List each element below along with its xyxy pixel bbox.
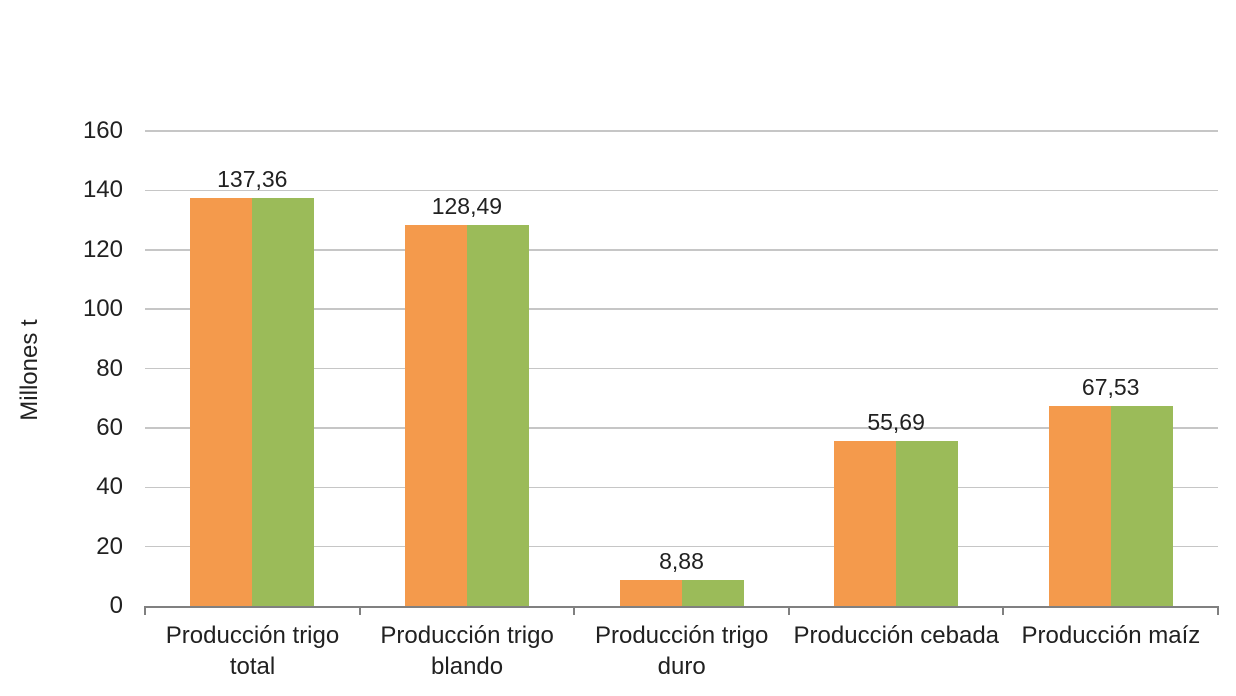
y-tick-label: 140 (82, 176, 123, 204)
gridline (145, 308, 1218, 310)
bar-orange (1048, 405, 1111, 606)
bar-green (896, 440, 959, 606)
x-axis-tick (1217, 606, 1219, 615)
y-tick-label: 120 (82, 235, 123, 263)
category-label: Producción trigo total (165, 622, 340, 680)
bar-orange (404, 224, 467, 606)
gridline (145, 189, 1218, 192)
category-label: Producción trigo duro (594, 622, 769, 680)
x-axis-line (145, 606, 1218, 608)
gridline (145, 427, 1218, 429)
y-tick-label: 40 (96, 473, 123, 501)
value-label: 8,88 (659, 547, 704, 574)
bar-green (681, 579, 744, 606)
gridline (145, 249, 1218, 251)
category-label: Producción maíz (1021, 622, 1201, 649)
value-label: 55,69 (867, 408, 925, 435)
y-tick-label: 160 (82, 117, 123, 144)
gridline (145, 130, 1218, 132)
value-label: 128,49 (431, 192, 503, 219)
value-label: 67,53 (1081, 373, 1140, 400)
bar-orange (619, 579, 682, 606)
x-axis-tick (787, 606, 790, 615)
x-axis-tick (1002, 606, 1005, 615)
bar-green (466, 224, 529, 606)
y-tick-label: 80 (96, 354, 123, 382)
category-label: Producción cebada (793, 622, 1000, 649)
x-axis-tick (358, 606, 361, 615)
gridline (145, 367, 1218, 370)
bar-orange (190, 198, 253, 606)
bar-green (1110, 405, 1173, 606)
bar-orange (834, 440, 897, 606)
y-tick-label: 20 (96, 532, 123, 560)
y-tick-label: 0 (109, 592, 123, 619)
bar-green (252, 198, 315, 606)
x-axis-tick (573, 606, 576, 615)
gridline (145, 545, 1218, 548)
gridline (145, 486, 1218, 488)
category-label: Producción trigo blando (380, 622, 554, 680)
y-tick-label: 60 (96, 413, 123, 441)
y-tick-label: 100 (82, 295, 123, 323)
x-axis-tick (144, 606, 146, 615)
value-label: 137,36 (217, 166, 288, 193)
